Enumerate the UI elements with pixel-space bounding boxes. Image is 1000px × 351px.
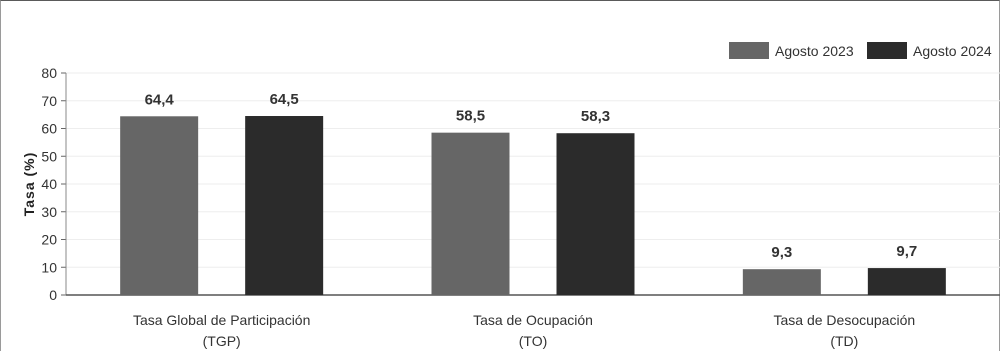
y-tick-label: 50 [41,148,57,164]
bar [245,116,323,295]
bar-value-label: 58,3 [581,108,610,125]
x-category-label: (TO) [519,333,548,349]
x-category-label: Tasa de Ocupación [473,312,593,328]
y-tick-label: 60 [41,121,57,137]
bar-value-label: 9,3 [771,244,792,261]
bar-value-label: 58,5 [456,108,485,125]
legend-swatch [729,42,769,59]
y-tick-label: 40 [41,176,57,192]
y-tick-label: 20 [41,232,57,248]
legend-swatch [867,42,907,59]
bar-value-label: 9,7 [896,243,917,260]
bar [432,133,510,295]
y-axis-label: Tasa (%) [21,152,37,217]
bar [868,268,946,295]
legend-label: Agosto 2024 [913,43,992,59]
bar-value-label: 64,5 [270,91,299,108]
y-tick-label: 70 [41,93,57,109]
y-tick-label: 80 [41,65,57,81]
y-tick-label: 30 [41,204,57,220]
bar [557,133,635,295]
y-tick-label: 10 [41,259,57,275]
x-category-label: (TGP) [203,333,241,349]
bar-value-label: 64,4 [145,91,175,108]
legend-label: Agosto 2023 [775,43,854,59]
x-category-label: (TD) [830,333,858,349]
x-category-label: Tasa de Desocupación [774,312,916,328]
y-tick-label: 0 [49,287,57,303]
x-category-label: Tasa Global de Participación [133,312,310,328]
bar [743,269,821,295]
bar [120,116,198,295]
